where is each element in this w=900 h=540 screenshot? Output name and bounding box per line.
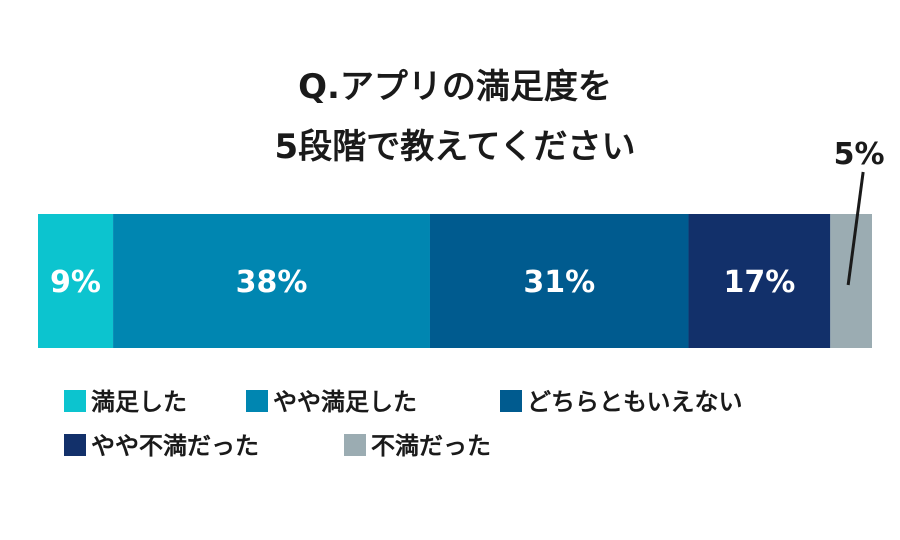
value-label-4: 17% [724, 265, 796, 300]
legend-item-2: やや満足した [246, 388, 417, 416]
value-label-5: 5% [834, 137, 885, 172]
value-label-2: 38% [236, 265, 308, 300]
legend-label-4: やや不満だった [91, 432, 259, 460]
callout-line-5 [846, 171, 865, 286]
value-label-1: 9% [50, 265, 101, 300]
legend-swatch-2 [246, 390, 268, 412]
value-labels: 9% 38% 31% 17% 5% [50, 137, 885, 300]
legend-item-3: どちらともいえない [500, 388, 743, 416]
legend-item-4: やや不満だった [64, 432, 259, 460]
bar-segment-1 [38, 214, 114, 348]
legend-label-5: 不満だった [371, 432, 491, 460]
bar-segment-3 [429, 214, 689, 348]
bar-segment-4 [688, 214, 831, 348]
bar-segment-5 [830, 214, 872, 348]
legend-swatch-3 [500, 390, 522, 412]
bar-segment-2 [113, 214, 430, 348]
legend-swatch-4 [64, 434, 86, 456]
legend-swatch-1 [64, 390, 86, 412]
legend-item-5: 不満だった [344, 432, 491, 460]
chart-title-line-2: 5段階で教えてください [275, 127, 636, 167]
legend-swatch-5 [344, 434, 366, 456]
legend-label-3: どちらともいえない [527, 388, 743, 416]
stacked-bar [38, 214, 872, 348]
value-label-3: 31% [523, 265, 595, 300]
legend-item-1: 満足した [64, 388, 187, 416]
chart-title: Q.アプリの満足度を 5段階で教えてください [275, 67, 636, 167]
legend-label-2: やや満足した [273, 388, 417, 416]
chart-title-line-1: Q.アプリの満足度を [298, 67, 612, 107]
legend-label-1: 満足した [91, 388, 187, 416]
